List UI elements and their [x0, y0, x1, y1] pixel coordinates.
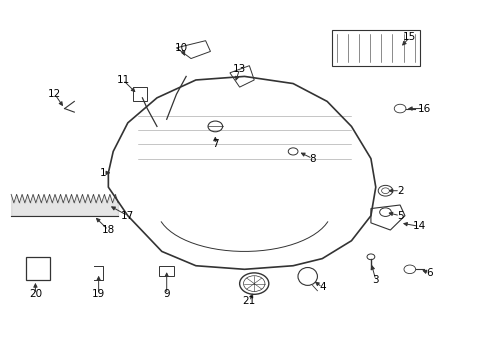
Text: 14: 14 — [412, 221, 426, 231]
Text: 3: 3 — [372, 275, 378, 285]
Text: 9: 9 — [163, 289, 170, 299]
Text: 10: 10 — [174, 43, 187, 53]
Text: 12: 12 — [48, 89, 61, 99]
Text: 13: 13 — [233, 64, 246, 74]
Text: 15: 15 — [403, 32, 416, 42]
Text: 1: 1 — [100, 168, 106, 178]
Text: 2: 2 — [396, 186, 403, 196]
Text: 17: 17 — [121, 211, 134, 221]
Text: 4: 4 — [318, 282, 325, 292]
Text: 11: 11 — [116, 75, 129, 85]
Text: 6: 6 — [425, 268, 432, 278]
Text: 18: 18 — [102, 225, 115, 235]
Text: 21: 21 — [242, 296, 255, 306]
Text: 19: 19 — [92, 289, 105, 299]
Text: 20: 20 — [29, 289, 42, 299]
Text: 8: 8 — [308, 154, 315, 163]
Text: 5: 5 — [396, 211, 403, 221]
Text: 16: 16 — [417, 104, 430, 113]
Text: 7: 7 — [212, 139, 218, 149]
